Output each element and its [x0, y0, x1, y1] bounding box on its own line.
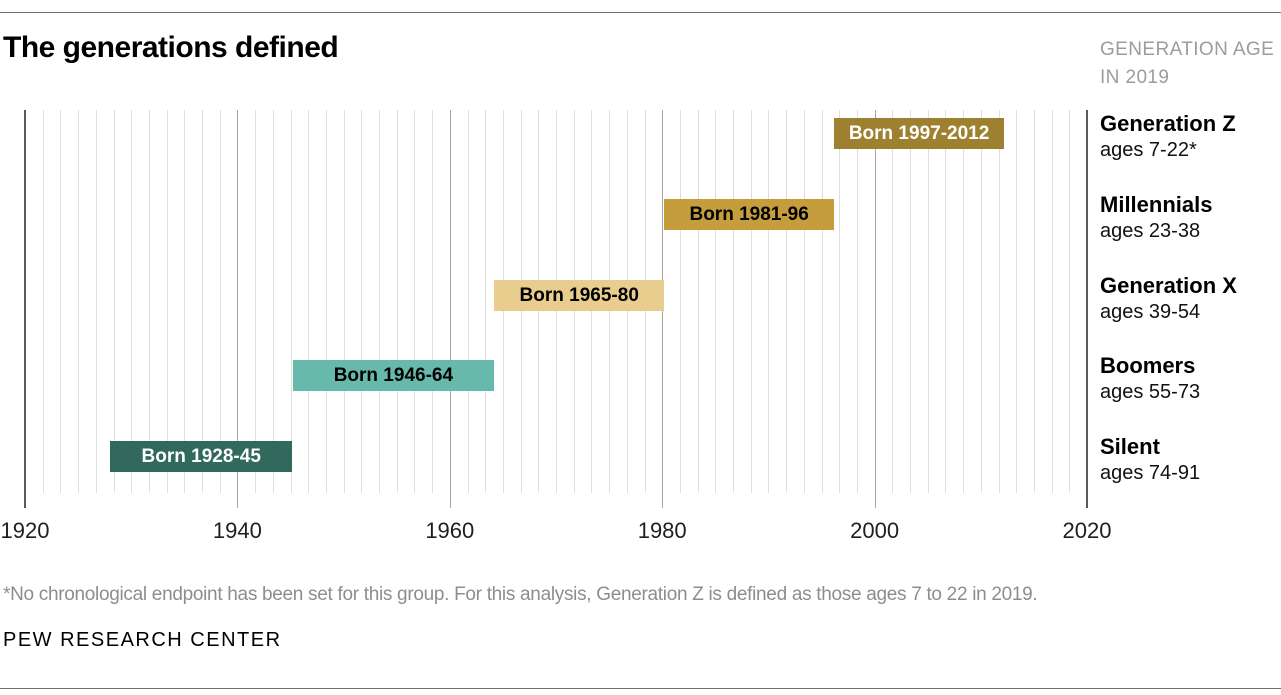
x-axis-label: 2000: [850, 518, 900, 543]
chart-title: The generations defined: [3, 31, 339, 64]
x-axis-label: 1960: [425, 518, 475, 543]
source-attribution: PEW RESEARCH CENTER: [3, 629, 282, 651]
bar-label: Born 1946-64: [333, 365, 454, 386]
bar-label: Born 1928-45: [141, 446, 261, 467]
gridline-minor: [697, 110, 699, 493]
generation-name: Millennials: [1100, 192, 1213, 217]
bottom-rule: [0, 688, 1281, 689]
gridline-minor: [272, 110, 274, 493]
generation-ages: ages 39-54: [1100, 301, 1201, 323]
gridline-minor: [715, 110, 717, 493]
gridline-minor: [113, 110, 115, 493]
gridline-minor: [821, 110, 823, 493]
gridline-minor: [679, 110, 681, 493]
header-note-line2: IN 2019: [1100, 67, 1170, 88]
header-note-line1: GENERATION AGE: [1100, 39, 1275, 60]
generation-legend-entry: Millennials ages 23-38: [1100, 193, 1280, 245]
bar-label: Born 1997-2012: [848, 123, 990, 144]
top-rule: [0, 12, 1281, 13]
gridline-minor: [325, 110, 327, 493]
bar-label: Born 1981-96: [689, 204, 809, 225]
generation-bar: Born 1981-96: [664, 199, 835, 230]
gridline-minor: [786, 110, 788, 493]
gridline-minor: [308, 110, 310, 493]
gridline-minor: [396, 110, 398, 493]
generation-legend-entry: Boomers ages 55-73: [1100, 354, 1280, 406]
generation-bar: Born 1965-80: [494, 280, 665, 311]
gridline-minor: [379, 110, 380, 493]
gridline-minor: [803, 110, 805, 493]
gridline-minor: [95, 110, 97, 493]
generation-name: Silent: [1100, 434, 1160, 459]
generation-ages: ages 74-91: [1100, 462, 1201, 484]
x-axis-label: 2020: [1062, 518, 1112, 543]
generation-ages: ages 23-38: [1100, 220, 1201, 242]
gridline-minor: [839, 110, 841, 493]
gridline-minor: [219, 110, 221, 493]
gridline-major: [874, 110, 876, 508]
gridline-minor: [255, 110, 257, 493]
x-axis-label: 1940: [212, 518, 262, 543]
timeline-plot: 1920 1940 1960 1980 2000 2020 Born 1997-2012 Ge…: [0, 110, 1280, 543]
gridline-minor: [202, 110, 203, 493]
gridline-minor: [361, 110, 363, 493]
gridline-minor: [131, 110, 133, 493]
gridline-minor: [148, 110, 150, 493]
generation-ages: ages 7-22*: [1100, 139, 1197, 161]
gridline-minor: [414, 110, 416, 493]
x-axis-label: 1920: [0, 518, 50, 543]
x-axis-label: 1980: [637, 518, 687, 543]
gridline-minor: [768, 110, 770, 493]
generation-legend-entry: Generation X ages 39-54: [1100, 274, 1280, 326]
gridline-minor: [892, 110, 894, 493]
generation-name: Boomers: [1100, 353, 1196, 378]
gridline-minor: [184, 110, 186, 493]
generation-ages: ages 55-73: [1100, 381, 1201, 403]
gridline-minor: [343, 110, 345, 493]
gridline-minor: [1069, 110, 1071, 493]
gridline-minor: [945, 110, 947, 493]
gridline-minor: [1016, 110, 1018, 493]
generation-bar: Born 1997-2012: [834, 118, 1005, 149]
footnote: *No chronological endpoint has been set …: [3, 584, 1038, 605]
gridline-minor: [856, 110, 858, 493]
gridline-minor: [998, 110, 1000, 493]
gridline-minor: [166, 110, 168, 493]
generation-legend-entry: Silent ages 74-91: [1100, 435, 1280, 487]
gridline-minor: [42, 110, 44, 493]
gridline-minor: [467, 110, 469, 493]
gridline-minor: [78, 110, 80, 493]
gridline-minor: [1051, 110, 1053, 493]
generation-name: Generation X: [1100, 273, 1237, 298]
gridline-minor: [980, 110, 982, 493]
gridline-minor: [60, 110, 62, 493]
gridline-major: [237, 110, 239, 508]
gridline-major: [449, 110, 451, 508]
gridline-minor: [432, 110, 434, 493]
generation-name: Generation Z: [1100, 111, 1236, 136]
generation-bar: Born 1946-64: [292, 360, 495, 391]
generation-legend-entry: Generation Z ages 7-22*: [1100, 112, 1280, 164]
gridline-minor: [485, 110, 487, 493]
gridline-minor: [927, 110, 929, 493]
generation-bar: Born 1928-45: [109, 441, 293, 472]
gridline-edge: [1086, 110, 1088, 508]
header-note: GENERATION AGE IN 2019: [1100, 36, 1281, 92]
gridline-edge: [24, 110, 26, 508]
gridline-minor: [750, 110, 752, 493]
gridline-minor: [1033, 110, 1035, 493]
gridline-minor: [910, 110, 911, 493]
gridline-minor: [290, 110, 292, 493]
bar-label: Born 1965-80: [519, 285, 639, 306]
gridline-minor: [733, 110, 734, 493]
gridline-minor: [963, 110, 965, 493]
